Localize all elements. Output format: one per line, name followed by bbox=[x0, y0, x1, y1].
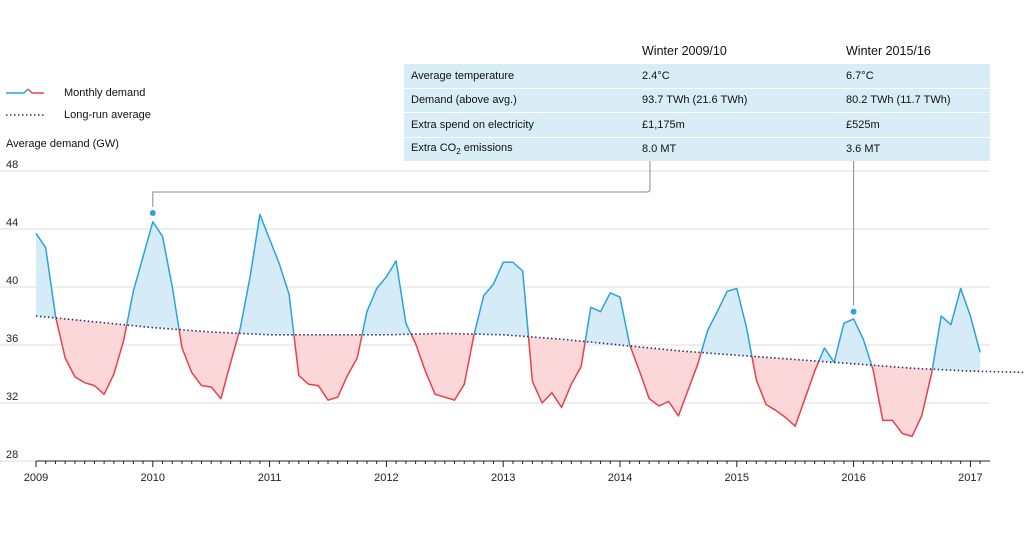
above-average-area bbox=[701, 288, 752, 357]
below-average-line bbox=[293, 334, 363, 401]
y-tick-label: 36 bbox=[6, 333, 18, 345]
row-label: Average temperature bbox=[411, 69, 515, 82]
x-tick-label: 2013 bbox=[491, 472, 515, 484]
row-label: Extra spend on electricity bbox=[411, 118, 534, 131]
row-value-2015: 6.7°C bbox=[846, 69, 874, 82]
table-header-2009: Winter 2009/10 bbox=[642, 43, 727, 58]
table-row: Demand (above avg.) 93.7 TWh (21.6 TWh) … bbox=[404, 87, 990, 112]
above-average-line bbox=[238, 213, 295, 335]
above-average-line bbox=[584, 292, 631, 347]
average-swatch-icon bbox=[6, 114, 44, 116]
y-tick-label: 28 bbox=[6, 449, 18, 461]
y-tick-label: 40 bbox=[6, 275, 18, 287]
below-average-line bbox=[870, 364, 934, 438]
y-tick-label: 44 bbox=[6, 217, 18, 229]
above-average-area bbox=[834, 318, 872, 366]
above-average-area bbox=[474, 262, 529, 337]
above-average-area bbox=[362, 260, 412, 335]
row-label-main: Extra CO bbox=[411, 142, 457, 155]
below-average-area bbox=[293, 334, 363, 401]
below-average-line bbox=[629, 345, 702, 417]
above-average-line bbox=[361, 260, 412, 335]
row-value-2015: 3.6 MT bbox=[846, 143, 881, 156]
x-tick-label: 2009 bbox=[24, 472, 48, 484]
row-value-2009: 93.7 TWh (21.6 TWh) bbox=[642, 94, 748, 107]
x-axis: 2009 2010 2011 2012 2013 2014 2015 2016 2017 bbox=[24, 460, 990, 484]
x-tick-label: 2015 bbox=[725, 472, 749, 484]
legend: Monthly demand Long-run average bbox=[6, 82, 151, 126]
row-value-2009: 8.0 MT bbox=[642, 143, 677, 156]
below-average-line bbox=[527, 336, 586, 409]
above-average-line bbox=[700, 287, 753, 357]
above-average-line bbox=[833, 318, 873, 366]
above-average-line bbox=[931, 287, 981, 370]
above-average-line bbox=[473, 261, 530, 337]
demand-lines bbox=[35, 213, 1024, 438]
below-average-area bbox=[630, 346, 702, 416]
row-value-2009: 2.4°C bbox=[642, 69, 670, 82]
x-tick-label: 2012 bbox=[374, 472, 398, 484]
table-row: Extra spend on electricity £1,175m £525m bbox=[404, 112, 990, 137]
monthly-swatch-icon bbox=[6, 88, 44, 94]
row-value-2015: 80.2 TWh (11.7 TWh) bbox=[846, 94, 951, 107]
row-label-subscript: 2 bbox=[456, 147, 461, 157]
below-average-area bbox=[179, 329, 239, 399]
y-tick-label: 48 bbox=[6, 159, 18, 171]
row-label: Demand (above avg.) bbox=[411, 94, 517, 107]
row-label: Extra CO2 emissions bbox=[404, 142, 642, 156]
above-average-area bbox=[126, 221, 180, 330]
below-average-area bbox=[528, 336, 586, 408]
above-average-line bbox=[818, 347, 835, 363]
above-average-line bbox=[125, 221, 180, 330]
comparison-table: Winter 2009/10 Winter 2015/16 Average te… bbox=[404, 38, 990, 161]
below-average-area bbox=[751, 356, 819, 427]
below-average-line bbox=[55, 317, 128, 396]
table-row: Extra CO2 emissions 8.0 MT 3.6 MT bbox=[404, 136, 990, 161]
below-average-line bbox=[410, 333, 475, 401]
above-average-area bbox=[932, 288, 981, 372]
above-average-area bbox=[585, 292, 631, 346]
above-average-line bbox=[35, 232, 57, 319]
table-header-2015: Winter 2015/16 bbox=[846, 43, 931, 58]
table-header: Winter 2009/10 Winter 2015/16 bbox=[404, 38, 990, 63]
callout-connector-2009 bbox=[152, 158, 651, 208]
legend-monthly-label: Monthly demand bbox=[64, 87, 146, 99]
above-average-area bbox=[818, 347, 835, 363]
highlight-dot-2015 bbox=[850, 308, 857, 315]
x-tick-label: 2014 bbox=[608, 472, 632, 484]
x-tick-label: 2017 bbox=[958, 472, 982, 484]
table-row: Average temperature 2.4°C 6.7°C bbox=[404, 63, 990, 88]
y-axis-ticks: 28 32 36 40 44 48 bbox=[6, 159, 18, 461]
x-tick-label: 2011 bbox=[258, 472, 282, 484]
below-average-area bbox=[411, 333, 475, 401]
legend-average-label: Long-run average bbox=[64, 109, 151, 121]
legend-monthly: Monthly demand bbox=[6, 82, 151, 104]
y-axis-label: Average demand (GW) bbox=[6, 138, 119, 150]
below-average-area bbox=[55, 318, 127, 395]
x-tick-label: 2010 bbox=[141, 472, 165, 484]
below-average-line bbox=[178, 329, 240, 400]
row-label-tail: emissions bbox=[460, 142, 513, 155]
y-tick-label: 32 bbox=[6, 391, 18, 403]
below-average-area bbox=[871, 365, 933, 437]
callouts bbox=[149, 158, 857, 315]
highlight-dot-2009 bbox=[149, 210, 156, 217]
legend-average: Long-run average bbox=[6, 104, 151, 126]
above-average-area bbox=[238, 214, 294, 335]
row-value-2015: £525m bbox=[846, 118, 880, 131]
below-average-line bbox=[751, 356, 820, 427]
row-value-2009: £1,175m bbox=[642, 118, 685, 131]
above-average-area bbox=[36, 233, 56, 318]
x-tick-label: 2016 bbox=[841, 472, 865, 484]
